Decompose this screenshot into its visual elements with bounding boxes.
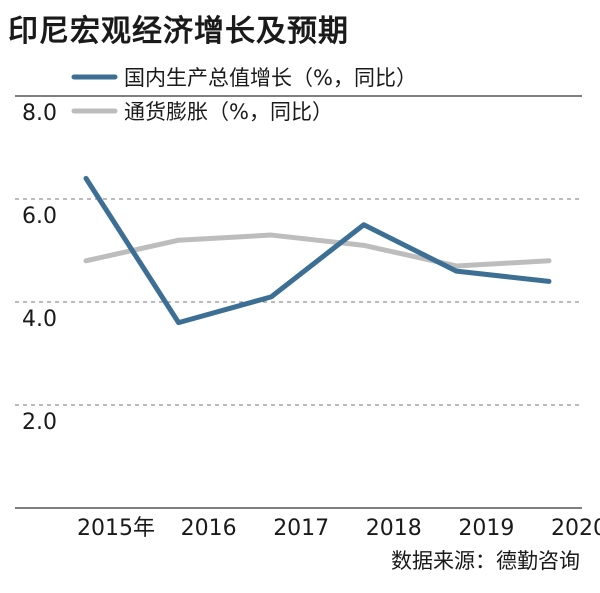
series-line [83, 232, 552, 269]
legend-label: 通货膨胀（%，同比） [124, 100, 333, 124]
legend: 国内生产总值增长（%，同比） 通货膨胀（%，同比） [71, 66, 417, 124]
source-note: 数据来源：德勤咨询 [391, 549, 580, 573]
series-lines [83, 175, 552, 326]
x-tick-label: 2017 [273, 516, 329, 541]
series-line [83, 175, 552, 326]
x-tick-label: 2019 [458, 516, 514, 541]
x-tick-label: 2020 [551, 516, 600, 541]
legend-label: 国内生产总值增长（%，同比） [124, 66, 417, 90]
chart-title: 印尼宏观经济增长及预期 [8, 14, 349, 49]
x-tick-label: 2018 [366, 516, 422, 541]
y-tick-label: 4.0 [22, 307, 57, 332]
y-tick-label: 8.0 [22, 101, 57, 126]
y-tick-label: 2.0 [22, 410, 57, 435]
y-tick-label: 6.0 [22, 204, 57, 229]
y-axis-labels: 8.0 6.0 4.0 2.0 [22, 101, 57, 435]
x-axis-labels: 2015年 2016 2017 2018 2019 2020 [77, 516, 600, 541]
gridlines [15, 95, 582, 406]
x-tick-label: 2015年 [77, 516, 155, 541]
x-tick-label: 2016 [181, 516, 237, 541]
